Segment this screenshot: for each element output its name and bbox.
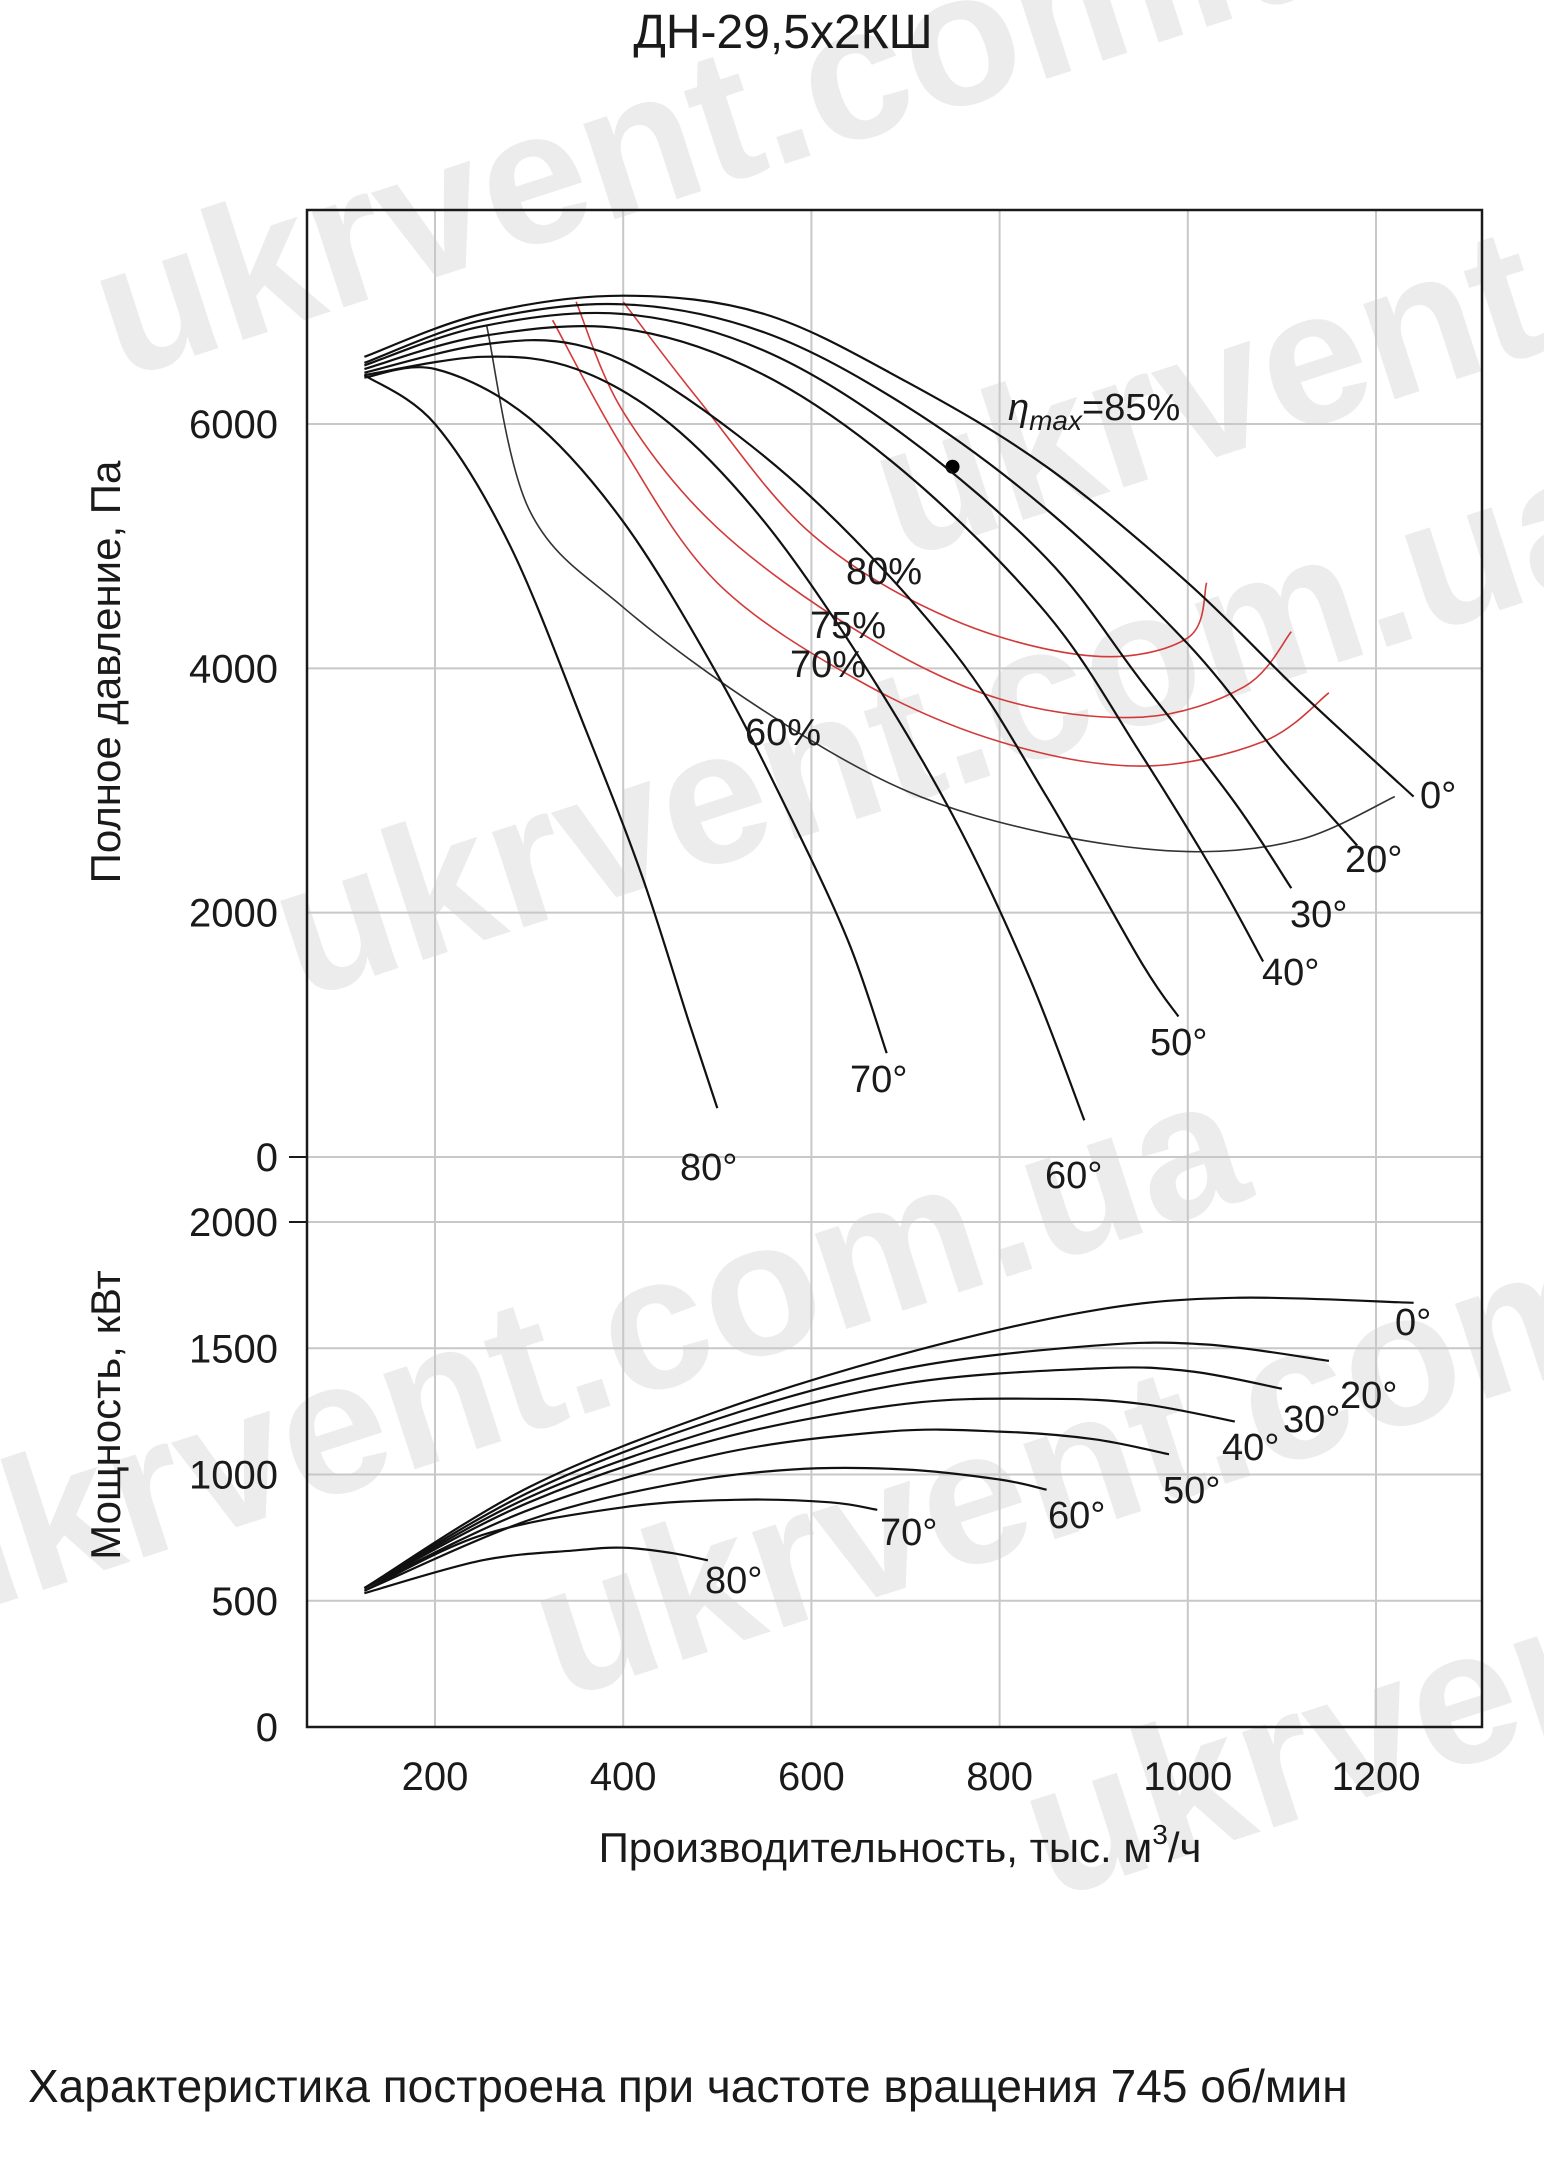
pressure-tick-label: 6000: [189, 403, 278, 447]
pressure-curve-50deg: [364, 339, 1180, 1018]
power-curve-label: 70°: [880, 1512, 937, 1554]
power-tick-label: 0: [256, 1706, 278, 1750]
pressure-curve-label: 20°: [1345, 839, 1402, 881]
pressure-curve-label: 80°: [680, 1147, 737, 1189]
power-curve-label: 0°: [1395, 1302, 1431, 1344]
pressure-curves: [363, 294, 1415, 1121]
pressure-curve-60deg: [364, 355, 1086, 1121]
power-curve-label: 60°: [1048, 1495, 1105, 1537]
pressure-curve-label: 30°: [1290, 894, 1347, 936]
pressure-tick-label: 4000: [189, 647, 278, 691]
pressure-curve-label: 0°: [1420, 775, 1456, 817]
tick-labels: 200 400 600 800 1000 1200 0 2000 4000 6000 0 500 100…: [189, 403, 1420, 1799]
efficiency-curve-60pct: [486, 326, 1396, 853]
power-curve-30deg: [363, 1366, 1283, 1590]
power-curve-40deg: [363, 1397, 1236, 1590]
chart-title: ДН-29,5х2КШ: [633, 6, 932, 59]
efficiency-curves: [486, 301, 1396, 853]
x-tick-label: 600: [778, 1755, 845, 1799]
power-curve-label: 30°: [1283, 1399, 1340, 1441]
power-tick-label: 500: [211, 1580, 278, 1624]
pressure-tick-label: 0: [256, 1136, 278, 1180]
chart-caption: Характеристика построена при частоте вра…: [28, 2060, 1348, 2112]
efficiency-label: 80%: [846, 551, 922, 593]
power-curves: [363, 1296, 1414, 1595]
pressure-curve-40deg: [364, 325, 1265, 963]
power-curve-label: 20°: [1340, 1375, 1397, 1417]
pressure-curve-label: 50°: [1150, 1022, 1207, 1064]
x-tick-label: 200: [402, 1755, 469, 1799]
power-curve-label: 80°: [705, 1560, 762, 1602]
power-curve-70deg: [363, 1498, 878, 1592]
pressure-curve-label: 40°: [1262, 952, 1319, 994]
power-tick-label: 1000: [189, 1454, 278, 1498]
efficiency-label: 60%: [745, 712, 821, 754]
pressure-curve-80deg: [363, 374, 719, 1109]
efficiency-curve-80pct: [622, 301, 1208, 658]
eta-value: =85%: [1082, 387, 1180, 429]
pressure-curve-30deg: [364, 311, 1293, 889]
pressure-curve-70deg: [364, 366, 888, 1054]
x-tick-label: 400: [590, 1755, 657, 1799]
power-tick-label: 2000: [189, 1201, 278, 1245]
x-tick-label: 1000: [1143, 1755, 1232, 1799]
eta-symbol: η: [1008, 387, 1029, 429]
efficiency-curve-75pct: [575, 301, 1292, 719]
power-curve-0deg: [363, 1296, 1414, 1590]
power-curve-label: 40°: [1222, 1427, 1279, 1469]
x-axis-label: Производительность, тыс. м3/ч: [599, 1819, 1202, 1871]
pressure-curve-label: 70°: [850, 1059, 907, 1101]
pressure-curve-0deg: [364, 294, 1415, 798]
power-curve-20deg: [363, 1341, 1330, 1590]
efficiency-label: 75%: [810, 605, 886, 647]
x-tick-label: 1200: [1332, 1755, 1421, 1799]
pressure-axis-label: Полное давление, Па: [82, 460, 129, 883]
x-tick-label: 800: [966, 1755, 1033, 1799]
pressure-tick-label: 2000: [189, 892, 278, 936]
pressure-curve-20deg: [364, 302, 1359, 847]
plot-frame: [305, 208, 1484, 1729]
pressure-curve-label: 60°: [1045, 1155, 1102, 1197]
power-tick-label: 1500: [189, 1327, 278, 1371]
power-axis-label: Мощность, кВт: [82, 1270, 129, 1560]
eta-subscript: max: [1029, 405, 1083, 436]
power-curve-80deg: [364, 1546, 709, 1595]
axes: [289, 208, 1484, 1729]
max-efficiency-label: ηmax=85%: [1008, 387, 1180, 436]
power-curve-50deg: [363, 1428, 1170, 1590]
power-curve-label: 50°: [1163, 1470, 1220, 1512]
efficiency-curve-70pct: [551, 319, 1330, 767]
curve-labels: 0°20°30°40°50°60°70°80°0°20°30°40°50°60°…: [680, 387, 1456, 1602]
efficiency-label: 70%: [790, 644, 866, 686]
